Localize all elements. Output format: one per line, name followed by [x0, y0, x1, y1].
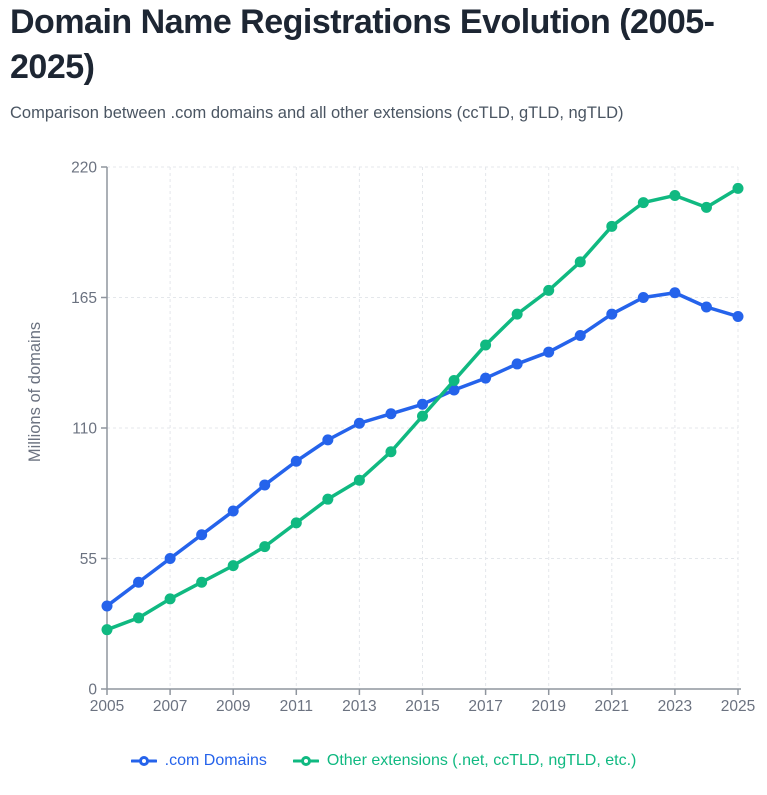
series-point-0	[322, 434, 334, 446]
series-point-0	[101, 600, 113, 612]
chart-legend: .com Domains Other extensions (.net, ccT…	[0, 752, 767, 770]
y-tick-label: 0	[88, 682, 97, 699]
series-point-1	[606, 220, 618, 232]
chart-container: 0 55 110 165 220 2005 2007 2009 2011 2013 2015 2017…	[26, 160, 755, 716]
series-point-1	[353, 474, 365, 486]
series-point-1	[101, 624, 113, 636]
line-marker-icon	[292, 756, 319, 766]
line-chart: 0 55 110 165 220 2005 2007 2009 2011 2013 2015 2017…	[26, 160, 755, 716]
x-tick-label: 2017	[468, 698, 502, 715]
x-tick-label: 2011	[280, 698, 313, 715]
series-point-0	[227, 505, 239, 517]
series-point-0	[417, 398, 428, 410]
series-point-1	[133, 612, 145, 624]
series-point-1	[259, 541, 271, 553]
series-point-0	[259, 479, 271, 491]
series-point-0	[353, 417, 365, 429]
series-point-1	[543, 284, 555, 296]
series-point-1	[574, 256, 586, 268]
series-point-0	[290, 455, 302, 467]
series-point-1	[448, 375, 460, 387]
y-axis-title: Millions of domains	[26, 322, 44, 462]
legend-label-com-domains: .com Domains	[164, 752, 267, 769]
y-tick-label: 55	[80, 551, 97, 568]
x-tick-label: 2007	[153, 698, 187, 715]
line-marker-icon	[130, 756, 157, 766]
x-tick-label: 2013	[342, 698, 376, 715]
page-title: Domain Name Registrations Evolution (200…	[10, 3, 715, 86]
x-tick-label: 2023	[658, 698, 692, 715]
series-point-1	[417, 410, 428, 422]
series-point-0	[196, 529, 208, 541]
series-point-1	[196, 576, 208, 588]
series-point-1	[227, 560, 239, 572]
series-point-1	[290, 517, 302, 529]
series-point-0	[732, 310, 744, 322]
series-point-0	[574, 329, 586, 341]
series-point-1	[480, 339, 492, 351]
x-tick-label: 2021	[595, 698, 629, 715]
x-tick-label: 2019	[531, 698, 565, 715]
y-tick-label: 110	[72, 421, 97, 438]
series-point-1	[322, 493, 334, 505]
series-point-0	[480, 372, 492, 384]
series-point-1	[669, 189, 681, 201]
series-point-0	[637, 292, 649, 303]
series-point-1	[732, 182, 744, 194]
legend-label-other-extensions: Other extensions (.net, ccTLD, ngTLD, et…	[326, 752, 637, 769]
series-point-1	[164, 593, 176, 605]
series-point-1	[637, 197, 649, 209]
series-point-0	[511, 358, 523, 370]
series-point-0	[133, 576, 145, 588]
x-tick-label: 2025	[721, 698, 755, 715]
series-point-0	[448, 384, 460, 396]
legend-item-other-extensions[interactable]: Other extensions (.net, ccTLD, ngTLD, et…	[292, 752, 637, 770]
series-point-0	[700, 301, 712, 313]
series-point-0	[543, 346, 555, 358]
legend-item-com-domains[interactable]: .com Domains	[130, 752, 267, 770]
x-tick-label: 2015	[405, 698, 439, 715]
series-point-1	[511, 308, 523, 320]
x-tick-label: 2009	[216, 698, 250, 715]
page-subtitle: Comparison between .com domains and all …	[10, 104, 624, 122]
series-point-0	[669, 287, 681, 299]
series-point-0	[385, 408, 397, 420]
series-point-1	[700, 201, 712, 213]
series-point-0	[164, 553, 176, 564]
y-tick-label: 165	[71, 290, 97, 307]
series-point-0	[606, 308, 618, 320]
y-tick-label: 220	[71, 160, 97, 177]
series-point-1	[385, 446, 397, 458]
x-tick-label: 2005	[90, 698, 124, 715]
